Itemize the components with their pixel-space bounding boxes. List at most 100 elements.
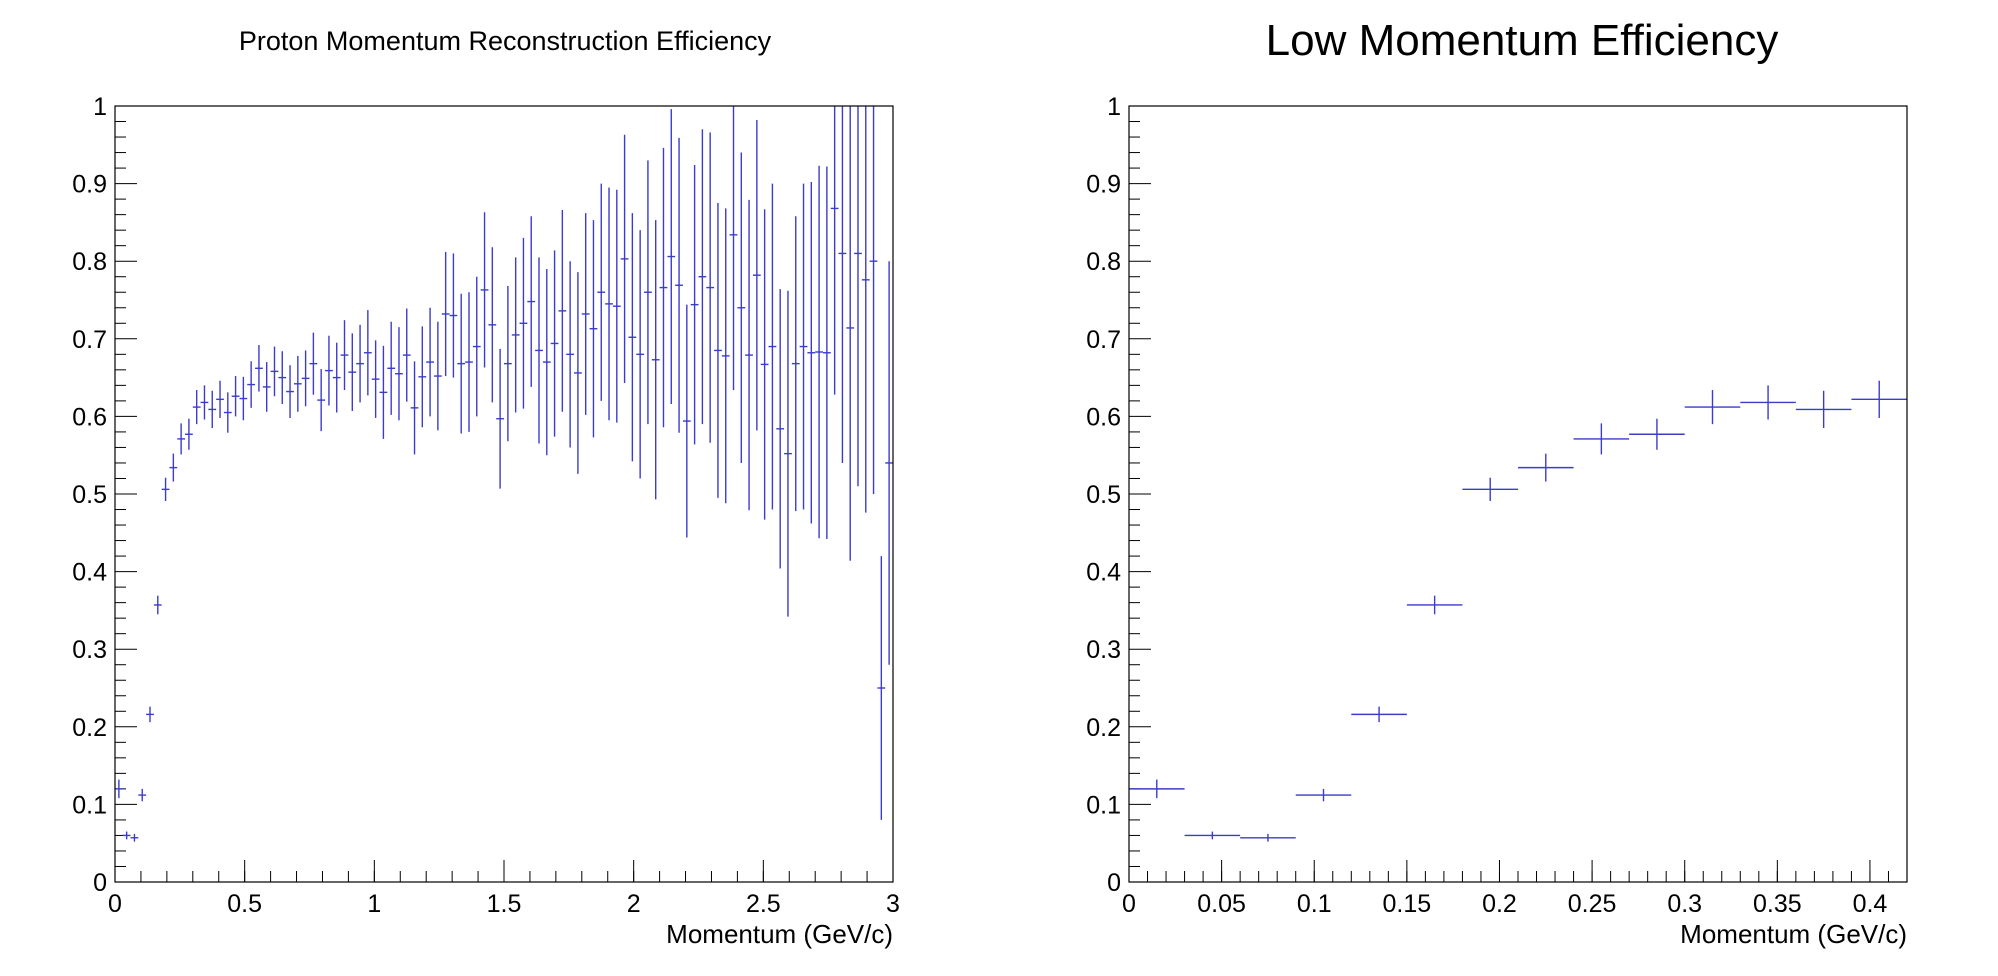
data-point [799, 183, 808, 510]
data-point [589, 220, 598, 438]
data-point [597, 183, 606, 401]
data-point [846, 106, 855, 561]
data-point [737, 152, 746, 463]
tick-labels: 0 0.1 0.2 0.3 0.4 0.5 0.6 0.7 0.8 0.9 1 0 0.5 1 1.5 2 2.… [72, 93, 900, 918]
data-point [1518, 453, 1574, 482]
y-tick-label: 0.6 [72, 403, 107, 431]
axis-ticks [1128, 105, 1908, 883]
x-tick-label: 2 [627, 890, 641, 918]
data-point [535, 257, 543, 444]
plot-frame [114, 105, 894, 883]
data-point [838, 106, 847, 463]
data-point [651, 220, 660, 500]
data-point [675, 137, 683, 433]
y-tick-label: 0.1 [72, 791, 107, 819]
x-tick-label: 0.1 [1297, 890, 1332, 918]
data-point [200, 385, 209, 420]
y-tick-label: 0.2 [1086, 714, 1121, 742]
data-point [138, 788, 147, 802]
x-tick-label: 0 [108, 890, 122, 918]
data-point [395, 327, 403, 421]
data-point [854, 106, 862, 487]
data-point [472, 276, 481, 417]
efficiency-panel-low-momentum: Low Momentum Efficiency Momentum (GeV/c)… [1086, 16, 1908, 949]
x-tick-label: 0.25 [1568, 890, 1617, 918]
y-tick-label: 0.8 [1086, 248, 1121, 276]
data-point [496, 348, 504, 489]
data-point [1795, 390, 1852, 429]
data-point [402, 308, 411, 402]
data-point [791, 216, 800, 512]
data-point [628, 213, 637, 462]
data-point [177, 423, 186, 455]
data-point [542, 268, 551, 456]
data-point [877, 556, 886, 820]
y-tick-label: 0.3 [72, 636, 107, 664]
data-point [332, 342, 341, 413]
data-point [550, 250, 559, 437]
data-point [1684, 390, 1741, 425]
x-tick-label: 0.3 [1667, 890, 1702, 918]
chart-title: Low Momentum Efficiency [1266, 16, 1779, 65]
data-point [146, 706, 154, 723]
data-point [410, 361, 419, 455]
y-tick-label: 0.8 [72, 248, 107, 276]
x-axis-title: Momentum (GeV/c) [666, 919, 893, 949]
data-point [418, 326, 427, 428]
y-tick-label: 1 [1107, 93, 1121, 121]
data-point [566, 261, 575, 448]
x-tick-label: 0.15 [1383, 890, 1432, 918]
efficiency-panel-full-range: Proton Momentum Reconstruction Efficienc… [72, 26, 900, 949]
y-tick-label: 0.7 [72, 326, 107, 354]
data-point [208, 390, 217, 429]
y-tick-label: 0.5 [72, 481, 107, 509]
data-point [1851, 380, 1907, 418]
x-tick-label: 3 [886, 890, 900, 918]
y-tick-label: 0.6 [1086, 403, 1121, 431]
data-point [317, 369, 326, 432]
data-point [558, 209, 567, 412]
data-point [861, 106, 870, 513]
data-point [504, 286, 512, 442]
y-tick-label: 0.5 [1086, 481, 1121, 509]
data-point [115, 779, 123, 799]
data-point [659, 147, 668, 428]
data-point [465, 292, 473, 432]
data-points [1129, 380, 1907, 842]
data-point [153, 595, 162, 615]
x-tick-label: 0 [1122, 890, 1136, 918]
data-point [869, 106, 878, 494]
data-point [379, 345, 388, 439]
data-point [1295, 788, 1352, 802]
data-point [714, 203, 722, 498]
data-point [768, 183, 777, 510]
data-point [255, 345, 263, 392]
data-point [1740, 385, 1796, 420]
data-point [830, 106, 839, 395]
x-tick-label: 0.05 [1197, 890, 1246, 918]
data-point [363, 310, 372, 396]
data-point [348, 333, 357, 411]
data-point [760, 209, 769, 520]
data-point [340, 320, 349, 391]
data-point [239, 376, 248, 421]
data-point [519, 237, 528, 409]
data-point [1184, 831, 1241, 840]
data-point [822, 166, 831, 540]
data-point [885, 261, 893, 665]
data-point [721, 208, 730, 504]
x-tick-label: 2.5 [746, 890, 781, 918]
data-point [1629, 418, 1685, 450]
data-point [745, 199, 753, 511]
data-point [356, 324, 364, 403]
data-point [784, 290, 792, 617]
y-tick-label: 1 [93, 93, 107, 121]
data-point [293, 355, 302, 412]
data-point [192, 390, 201, 425]
x-tick-label: 1 [367, 890, 381, 918]
data-point [270, 346, 279, 397]
data-point [130, 833, 139, 842]
data-point [161, 477, 170, 501]
y-tick-label: 0.1 [1086, 791, 1121, 819]
